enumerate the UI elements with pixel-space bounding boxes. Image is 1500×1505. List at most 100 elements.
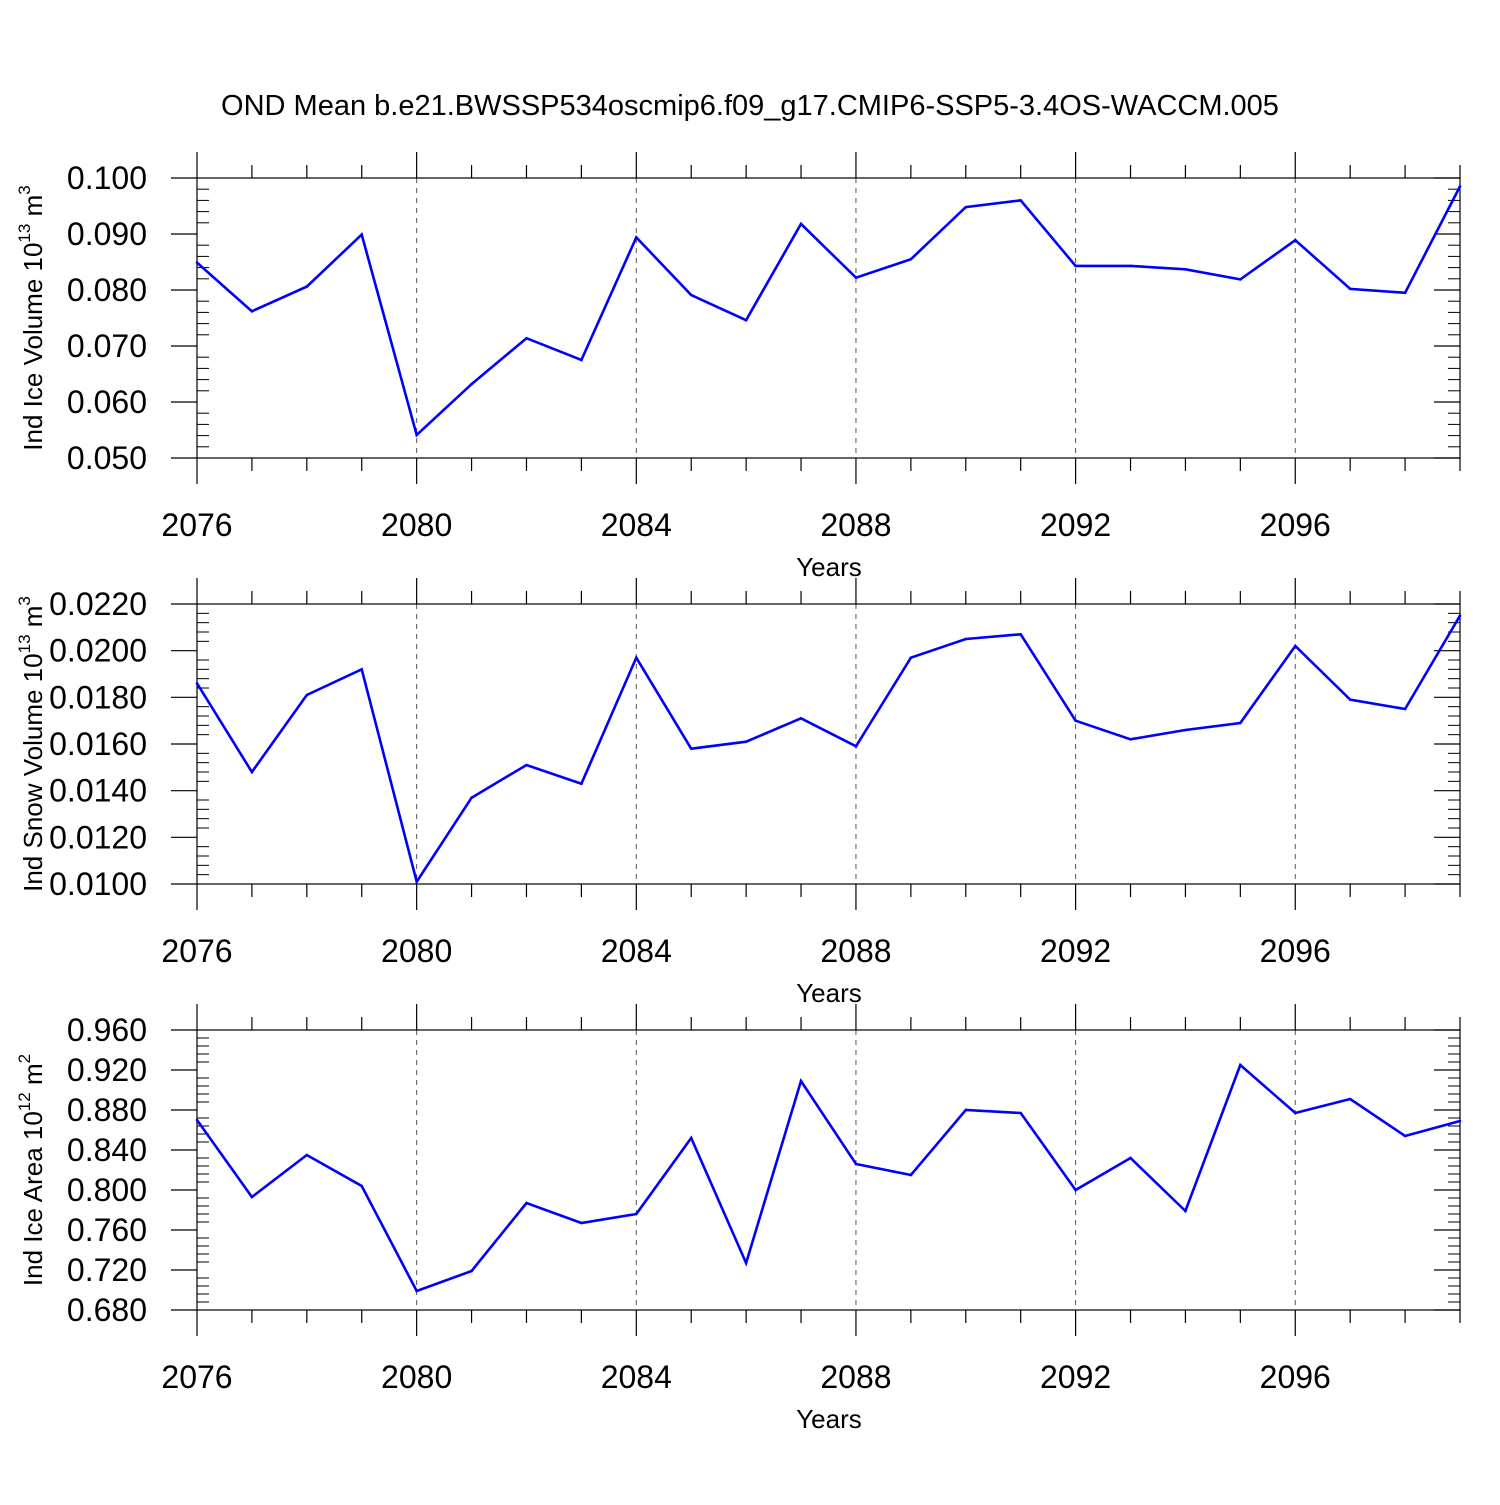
panel1-xtick-label: 2084 (601, 507, 672, 543)
panel1-data-point (1458, 185, 1462, 188)
panel1-data-point (1293, 238, 1297, 242)
panel3-data-point (1239, 1063, 1242, 1067)
panel3-data-point (1293, 1111, 1297, 1115)
panel3-data-point (1184, 1209, 1187, 1213)
panel2-data-point (689, 747, 693, 750)
panel1-ylabel-main: Ind Ice Volume 10 (18, 243, 48, 451)
panel1-data-point (689, 293, 693, 297)
panel2-data-point (470, 796, 473, 799)
panel1-data-point (415, 433, 418, 437)
panel1-data-point (909, 257, 913, 261)
panel2-data-point (854, 745, 858, 748)
panel3-ytick-label: 0.800 (67, 1172, 147, 1208)
panel2-data-point (250, 770, 254, 774)
panel2-xtick-label: 2088 (820, 933, 891, 969)
panel1-data-point (525, 336, 528, 340)
panel2-ytick-label: 0.0220 (49, 586, 147, 622)
panel3-ylabel-unit: m (18, 1063, 48, 1092)
panel3-frame (196, 1029, 1461, 1311)
panel2-data-point (1458, 614, 1462, 617)
panel3-data-point (415, 1289, 418, 1293)
panel1-ylabel: Ind Ice Volume 1013 m3 (15, 185, 48, 450)
chart-title: OND Mean b.e21.BWSSP534oscmip6.f09_g17.C… (221, 90, 1279, 122)
panel2-frame (196, 603, 1461, 885)
panel2-xtick-label: 2092 (1040, 933, 1111, 969)
panel2-data-point (635, 656, 638, 659)
panel3-data-point (635, 1212, 638, 1216)
panel2-xlabel: Years (796, 978, 862, 1008)
panel2-data-point (1348, 698, 1352, 701)
panel3-data-point (580, 1221, 583, 1225)
panel1-data-point (360, 233, 364, 236)
panel3-data-point (909, 1173, 913, 1177)
panel3-data-point (305, 1153, 309, 1157)
panel3-data-point (470, 1269, 473, 1273)
panel3-group: 0.680 0.720 0.760 0.800 0.840 0.880 0.920 0.960… (15, 1004, 1462, 1434)
panel1-data-point (1074, 264, 1077, 268)
panel1-ylabel-exponent: 13 (15, 224, 34, 243)
panel2-data-point (1019, 633, 1022, 636)
panel1-frame (196, 177, 1461, 459)
panel1-ytick-label: 0.050 (67, 440, 147, 476)
panel1-ytick-label: 0.070 (67, 328, 147, 364)
panel2-data-point (1293, 644, 1297, 648)
panel2-ytick-label: 0.0200 (49, 633, 147, 669)
panel1-data-point (250, 309, 254, 313)
panel2-data-point (964, 637, 968, 641)
panel3-ylabel: Ind Ice Area 1012 m2 (15, 1054, 48, 1286)
panel3-data-point (1458, 1119, 1462, 1123)
panel1-xtick-label: 2096 (1260, 507, 1331, 543)
panel2-data-point (195, 682, 199, 685)
panel3-data-point (854, 1162, 858, 1166)
panel2-ylabel: Ind Snow Volume 1013 m3 (15, 596, 48, 892)
panel3-series-line (195, 1062, 1461, 1293)
panel1-data-point (964, 205, 968, 209)
panel3-data-point (1403, 1134, 1407, 1138)
panel2-data-point (580, 782, 583, 785)
panel1-ytick-label: 0.100 (67, 160, 147, 196)
panel3-data-point (744, 1261, 748, 1265)
panel2-group: 0.0100 0.0120 0.0140 0.0160 0.0180 0.0200 0.02… (15, 578, 1462, 1008)
panel2-ylabel-main: Ind Snow Volume 10 (18, 653, 48, 892)
panel2-ytick-label: 0.0180 (49, 679, 147, 715)
panel1-series-line (196, 185, 1462, 438)
panel3-xtick-label: 2096 (1260, 1359, 1331, 1395)
panel2-data-point (909, 656, 913, 659)
panel3-xtick-label: 2076 (161, 1359, 232, 1395)
panel3-ytick-label: 0.760 (67, 1212, 147, 1248)
panel1-ytick-label: 0.080 (67, 272, 147, 308)
panel1-data-point (1129, 264, 1132, 268)
panel1-data-point (799, 222, 803, 226)
panel1-ytick-label: 0.060 (67, 384, 147, 420)
panel2-data-point (525, 763, 528, 767)
panel2-data-point (744, 740, 748, 743)
panel2-ytick-label: 0.0160 (49, 726, 147, 762)
panel2-data-point (799, 717, 803, 720)
panel1-data-point (1019, 199, 1022, 202)
panel1-xtick-label: 2092 (1040, 507, 1111, 543)
panel1-data-point (1403, 291, 1407, 295)
panel2-data-point (415, 880, 418, 883)
panel3-data-point (1129, 1156, 1132, 1160)
panel2-data-point (360, 668, 364, 671)
panel1-ylabel-unit-exponent: 3 (15, 185, 34, 194)
panel3-data-point (360, 1184, 364, 1188)
panel2-xtick-label: 2084 (601, 933, 672, 969)
panel3-xtick-label: 2080 (381, 1359, 452, 1395)
panel1-data-point (635, 236, 638, 239)
panel1-xtick-label: 2076 (161, 507, 232, 543)
panel2-data-point (1074, 719, 1077, 722)
panel1-xtick-label: 2080 (381, 507, 452, 543)
panel1-ylabel-unit: m (18, 195, 48, 224)
panel2-ytick-label: 0.0120 (49, 819, 147, 855)
panel3-ytick-label: 0.680 (67, 1292, 147, 1328)
panel2-ytick-label: 0.0100 (49, 866, 147, 902)
panel1-group: 0.050 0.060 0.070 0.080 0.090 0.100 2076 2080 20… (15, 152, 1462, 582)
panel1-data-point (305, 285, 309, 288)
panel3-ylabel-main: Ind Ice Area 10 (18, 1111, 48, 1286)
panel3-ytick-label: 0.920 (67, 1052, 147, 1088)
panel1-data-point (1348, 287, 1352, 291)
panel1-data-point (1184, 267, 1187, 271)
panel1-data-point (744, 318, 748, 322)
panel2-data-point (305, 693, 309, 697)
